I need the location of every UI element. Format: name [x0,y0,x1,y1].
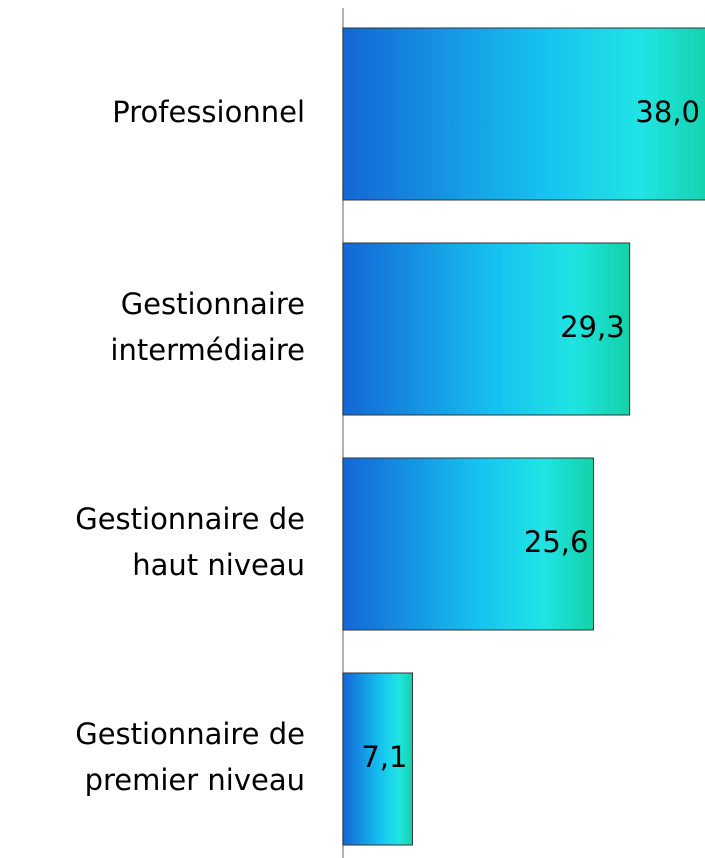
category-label: Professionnel [112,95,305,129]
bar [342,27,705,201]
value-label: 25,6 [524,525,589,559]
bar [342,457,594,631]
value-label: 38,0 [635,95,700,129]
bar [342,242,631,416]
bar [342,672,413,846]
value-label: 7,1 [361,740,407,774]
category-label: Gestionnaire de haut niveau [75,502,305,582]
category-label: Gestionnaire de premier niveau [75,717,305,797]
category-label: Gestionnaire intermédiaire [110,287,305,367]
value-label: 29,3 [560,310,625,344]
